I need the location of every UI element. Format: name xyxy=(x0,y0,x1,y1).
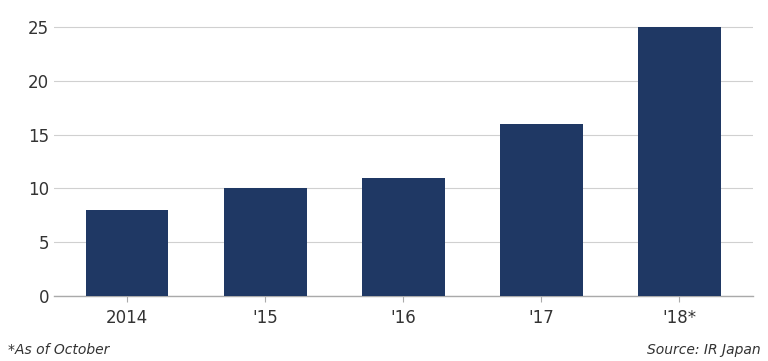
Bar xyxy=(223,188,306,296)
Bar xyxy=(362,178,445,296)
Bar xyxy=(500,124,583,296)
Bar xyxy=(85,210,168,296)
Text: Source: IR Japan: Source: IR Japan xyxy=(647,343,760,357)
Bar xyxy=(638,27,721,296)
Text: *As of October: *As of October xyxy=(8,343,109,357)
